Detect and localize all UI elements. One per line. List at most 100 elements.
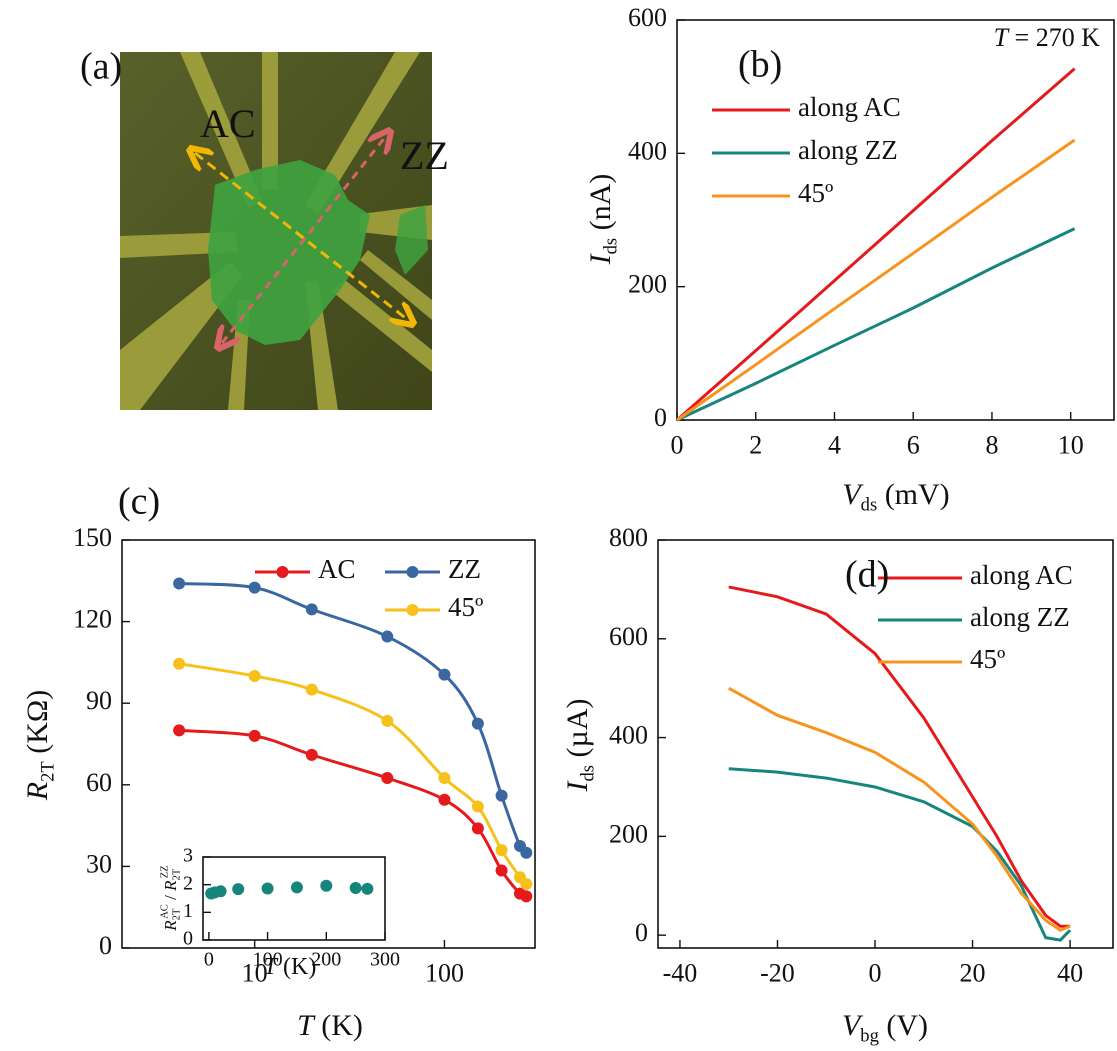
series-line xyxy=(179,582,528,855)
label-part: (µA) xyxy=(561,699,594,765)
x-axis-label: T (K) xyxy=(264,954,317,980)
label-part: 2T xyxy=(172,908,183,920)
label-part: ds xyxy=(578,765,599,782)
x-tick-label: 2 xyxy=(749,430,762,459)
label-part: R xyxy=(161,920,180,932)
series-line xyxy=(178,662,528,886)
data-point xyxy=(495,789,508,802)
data-point xyxy=(520,890,533,903)
label-part: (K) xyxy=(314,1009,363,1042)
series-line xyxy=(676,67,1076,422)
label-part: bg xyxy=(860,1026,879,1047)
data-point xyxy=(261,882,274,895)
data-point xyxy=(495,864,508,877)
y-tick-label: 60 xyxy=(86,768,112,797)
x-tick-label: -40 xyxy=(663,958,698,987)
y-tick-label: 1 xyxy=(183,900,193,922)
y-tick-label: 90 xyxy=(86,686,112,715)
x-tick-label: 0 xyxy=(869,958,882,987)
y-axis-label: Ids (nA) xyxy=(584,174,622,266)
y-axis-label: R2T (KΩ) xyxy=(21,690,59,801)
data-point xyxy=(214,885,227,898)
label-part: AC xyxy=(160,904,171,919)
x-axis-label: Vds (mV) xyxy=(842,478,949,516)
plot-frame xyxy=(676,19,1115,421)
data-point xyxy=(438,668,451,681)
plot-frame xyxy=(121,539,536,949)
label-part: (K) xyxy=(277,954,316,980)
label-part: ds xyxy=(601,238,622,255)
data-point xyxy=(305,683,318,696)
data-point xyxy=(381,630,394,643)
y-tick-label: 120 xyxy=(73,605,112,634)
data-point xyxy=(471,800,484,813)
arrow-label: ZZ xyxy=(400,133,449,178)
legend-label: ZZ xyxy=(448,554,481,584)
x-tick-label: 40 xyxy=(1057,958,1083,987)
label-part: T xyxy=(994,23,1010,52)
label-part: 2T xyxy=(38,761,59,782)
label-part: V xyxy=(842,1009,864,1042)
y-tick-label: 200 xyxy=(609,819,648,848)
data-point xyxy=(305,748,318,761)
legend-label: 45º xyxy=(970,644,1005,674)
label-part: T xyxy=(297,1009,316,1042)
data-point xyxy=(471,717,484,730)
x-tick-label: -20 xyxy=(760,958,795,987)
y-tick-label: 0 xyxy=(183,928,193,950)
y-tick-label: 3 xyxy=(183,845,193,867)
label-part: (mV) xyxy=(877,478,949,511)
x-tick-label: 20 xyxy=(960,958,986,987)
y-tick-label: 800 xyxy=(609,523,648,552)
x-tick-label: 200 xyxy=(311,949,341,971)
legend-label: along ZZ xyxy=(970,602,1070,632)
label-part: (V) xyxy=(879,1009,928,1042)
data-point xyxy=(320,879,333,892)
x-tick-label: 6 xyxy=(907,430,920,459)
y-tick-label: 400 xyxy=(628,136,667,165)
legend-label: along AC xyxy=(970,560,1073,590)
label-part: = 270 K xyxy=(1008,23,1100,52)
data-point xyxy=(381,714,394,727)
series-line xyxy=(676,227,1076,422)
x-tick-label: 0 xyxy=(204,949,214,971)
data-point xyxy=(173,724,186,737)
label-part: / xyxy=(161,891,180,904)
data-point xyxy=(438,793,451,806)
legend-marker xyxy=(276,566,289,578)
y-tick-label: 150 xyxy=(73,523,112,552)
data-point xyxy=(305,603,318,616)
data-point xyxy=(361,882,374,895)
legend-label: along AC xyxy=(798,92,901,122)
x-tick-label: 0 xyxy=(671,430,684,459)
panel-label: (c) xyxy=(118,481,160,523)
y-tick-label: 0 xyxy=(99,931,112,960)
x-axis-label: T (K) xyxy=(297,1009,363,1042)
micrograph xyxy=(120,52,432,410)
label-part: I xyxy=(561,779,594,792)
y-tick-label: 30 xyxy=(86,849,112,878)
label-part: ZZ xyxy=(160,865,171,878)
x-tick-label: 10 xyxy=(1058,430,1084,459)
annotation: T = 270 K xyxy=(994,23,1101,52)
data-point xyxy=(520,878,533,891)
series-line xyxy=(728,585,1071,928)
legend-label: 45º xyxy=(798,178,833,208)
series-line xyxy=(728,767,1072,942)
legend-label: along ZZ xyxy=(798,135,898,165)
label-part: (KΩ) xyxy=(21,690,54,761)
inset-background xyxy=(203,857,385,940)
series-line xyxy=(727,686,1071,932)
data-point xyxy=(381,772,394,784)
y-axis-label: R2TAC / R2TZZ xyxy=(160,865,183,931)
legend-marker xyxy=(406,566,419,578)
y-tick-label: 0 xyxy=(635,918,648,947)
label-part: (nA) xyxy=(584,174,617,238)
label-part: 2T xyxy=(172,868,183,880)
data-point xyxy=(248,670,261,682)
data-point xyxy=(173,577,186,590)
label-part: ds xyxy=(861,495,878,516)
legend-label: 45º xyxy=(448,592,483,622)
data-point xyxy=(248,729,261,742)
label-part: R xyxy=(161,880,180,892)
